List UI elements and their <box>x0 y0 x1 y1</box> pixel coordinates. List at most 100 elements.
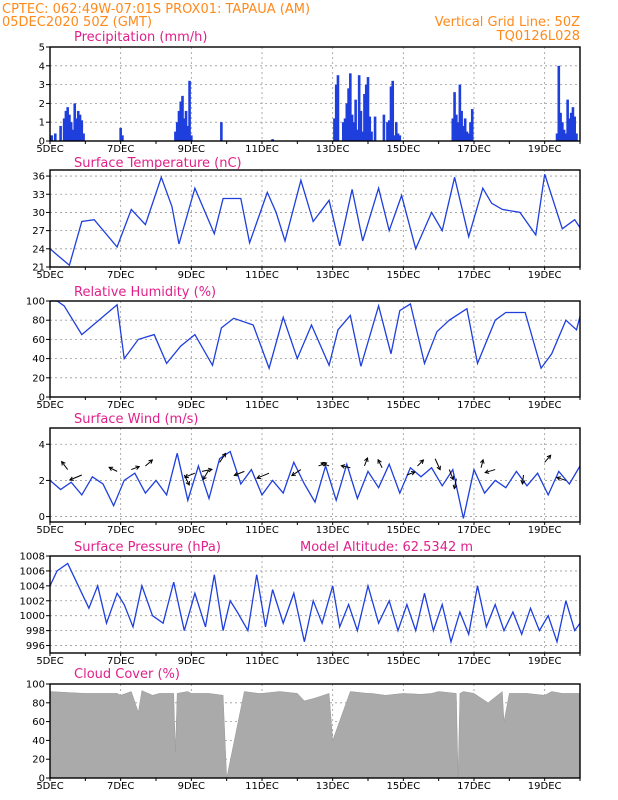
precip-bar <box>347 88 350 141</box>
pressure-xtick-label: 15DEC <box>386 656 420 667</box>
temp-xtick-label: 15DEC <box>386 270 420 281</box>
rh-xtick-label: 15DEC <box>386 400 420 411</box>
cloud-ytick-label: 0 <box>39 774 45 785</box>
wind-xtick-label: 5DEC <box>36 525 63 536</box>
pressure-xtick-label: 9DEC <box>178 656 205 667</box>
precip-bar <box>357 75 361 141</box>
pressure-panel: 996 998 1000 1002 1004 1006 1008 5DEC 7DEC 9DEC 11… <box>20 540 581 667</box>
rh-frame <box>49 300 581 398</box>
pressure-xtick-label: 11DEC <box>245 656 279 667</box>
precip-bar <box>393 135 396 141</box>
wind-arrow-head <box>207 467 213 473</box>
precip-bar <box>456 122 460 141</box>
temp-ytick-label: 33 <box>32 190 45 201</box>
rh-xtick-label: 9DEC <box>178 400 205 411</box>
wind-arrow-head <box>419 459 425 464</box>
precip-title: Precipitation (mm/h) <box>74 30 207 45</box>
precip-bar <box>451 118 455 141</box>
cloud-xtick-label: 19DEC <box>528 781 562 792</box>
cloud-ytick-label: 40 <box>32 736 45 747</box>
wind-arrow-head <box>520 480 526 486</box>
rh-xtick-label: 13DEC <box>316 400 350 411</box>
wind-arrow-head <box>290 471 296 477</box>
precip-bar <box>370 131 373 141</box>
precip-bar <box>573 116 576 141</box>
precip-bar <box>382 114 386 141</box>
precip-bar <box>271 139 274 141</box>
precip-bar <box>73 103 77 141</box>
cloud-title: Cloud Cover (%) <box>74 667 180 682</box>
wind-arrow <box>544 455 552 463</box>
precip-bar <box>350 114 354 141</box>
wind-arrow-head <box>183 473 189 479</box>
wind-arrow-head <box>61 460 66 466</box>
wind-arrow <box>521 474 524 485</box>
precip-plot-area <box>50 47 580 141</box>
wind-arrow <box>485 469 496 474</box>
precip-bar <box>470 109 474 141</box>
wind-arrow <box>320 462 330 467</box>
wind-arrow <box>201 468 213 472</box>
precip-bar <box>54 133 57 141</box>
wind-arrow-head <box>108 466 114 471</box>
wind-xtick-label: 7DEC <box>107 525 134 536</box>
rh-xtick-label: 19DEC <box>528 400 562 411</box>
wind-xtick-label: 13DEC <box>316 525 350 536</box>
precip-bar <box>174 131 177 141</box>
precip-bar <box>182 118 186 141</box>
precip-bar <box>71 129 75 141</box>
cloud-xtick-label: 13DEC <box>316 781 350 792</box>
wind-line <box>49 450 581 519</box>
precip-bar <box>179 101 183 141</box>
precip-bar <box>564 133 568 141</box>
wind-xtick-label: 15DEC <box>386 525 420 536</box>
pressure-ytick-label: 996 <box>26 641 45 652</box>
precip-bar <box>557 65 561 141</box>
wind-arrow <box>453 478 457 489</box>
precip-bar <box>396 133 400 141</box>
wind-arrow <box>556 476 567 481</box>
rh-title: Relative Humidity (%) <box>74 285 216 300</box>
wind-arrow-head <box>555 476 561 481</box>
rh-ytick-label: 100 <box>26 297 45 308</box>
precip-bar <box>345 103 349 141</box>
wind-arrow <box>234 470 245 476</box>
cloud-ytick-label: 100 <box>26 680 45 691</box>
precip-ytick-label: 3 <box>39 80 45 91</box>
wind-arrow-head <box>436 465 441 471</box>
precip-bar <box>469 122 472 141</box>
precip-bar <box>569 112 573 141</box>
rh-ytick-label: 20 <box>32 373 45 384</box>
rh-xtick-label: 11DEC <box>245 400 279 411</box>
temp-xtick-label: 19DEC <box>528 270 562 281</box>
pressure-xtick-label: 13DEC <box>316 656 350 667</box>
header-line1: CPTEC: 062:49W-07:01S PROX01: TAPAUA (AM… <box>2 2 310 17</box>
precip-bar <box>359 110 363 141</box>
temp-xtick-label: 11DEC <box>245 270 279 281</box>
rh-xtick-label: 17DEC <box>457 400 491 411</box>
cloud-panel: 0 20 40 60 80 100 5DEC 7DEC 9DEC 11DEC 13DEC 15DEC 1… <box>26 667 581 792</box>
precip-bar <box>363 94 366 141</box>
rh-ytick-label: 60 <box>32 335 45 346</box>
precip-bar <box>336 75 340 141</box>
wind-arrow-head <box>148 459 154 464</box>
precip-bar <box>356 129 359 141</box>
wind-arrow <box>417 459 424 467</box>
precip-bar <box>80 120 84 141</box>
cloud-xtick-label: 7DEC <box>107 781 134 792</box>
precip-bar <box>184 110 188 141</box>
cloud-xtick-label: 15DEC <box>386 781 420 792</box>
pressure-ytick-label: 1000 <box>20 611 45 622</box>
wind-arrow <box>131 466 140 471</box>
precip-bar <box>175 122 179 141</box>
precip-bar <box>121 135 124 141</box>
wind-arrow <box>61 461 69 470</box>
precip-bar <box>389 86 393 141</box>
precip-bar <box>462 125 465 141</box>
pressure-xtick-label: 19DEC <box>528 656 562 667</box>
wind-arrow <box>108 466 118 472</box>
temp-xtick-label: 7DEC <box>107 270 134 281</box>
precip-bar <box>352 122 356 141</box>
precip-bar <box>78 114 82 141</box>
